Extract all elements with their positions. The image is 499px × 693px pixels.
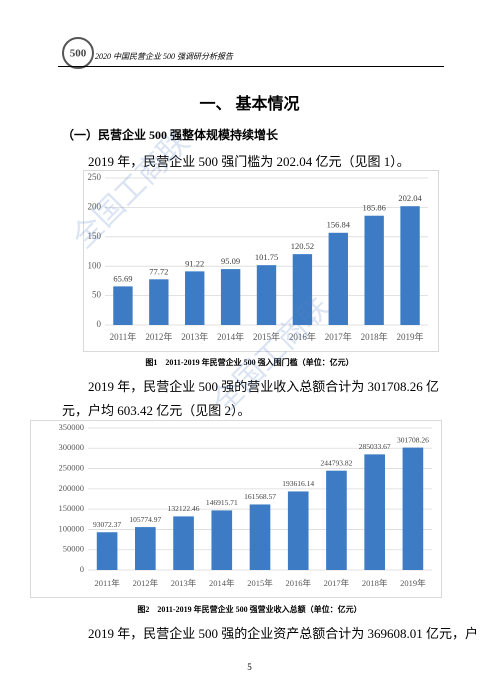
x-tick-label: 2019年 xyxy=(400,578,426,588)
data-label: 185.86 xyxy=(362,203,385,213)
x-tick-label: 2016年 xyxy=(285,578,311,588)
data-label: 161568.57 xyxy=(244,492,276,501)
data-label: 202.04 xyxy=(398,193,422,203)
bar xyxy=(292,254,313,325)
bar xyxy=(256,265,277,325)
y-tick-label: 350000 xyxy=(59,422,85,432)
chart-frame xyxy=(30,420,442,598)
paragraph: 2019 年，民营企业 500 强的企业资产总额合计为 369608.01 亿元… xyxy=(88,626,479,641)
logo-text: 500 xyxy=(70,48,87,60)
data-label: 193616.14 xyxy=(282,479,314,488)
x-tick-label: 2012年 xyxy=(133,578,159,588)
figure-caption: 图1 2011-2019 年民营企业 500 强入围门槛（单位：亿元） xyxy=(145,358,354,367)
y-tick-label: 300000 xyxy=(59,442,85,452)
y-tick-label: 250 xyxy=(88,172,102,182)
logo: 500 xyxy=(62,37,94,69)
data-label: 65.69 xyxy=(113,273,132,283)
header-rule xyxy=(58,66,444,67)
y-tick-label: 100000 xyxy=(59,523,85,533)
bar xyxy=(211,510,233,570)
y-tick-label: 0 xyxy=(80,564,84,574)
y-tick-label: 200000 xyxy=(59,483,85,493)
data-label: 120.52 xyxy=(291,241,314,251)
bar xyxy=(287,491,309,570)
figure-caption: 图2 2011-2019 年民营企业 500 强营业收入总额（单位：亿元） xyxy=(137,605,362,614)
x-tick-label: 2018年 xyxy=(362,578,388,588)
bar xyxy=(364,215,384,325)
bar xyxy=(249,504,271,570)
header-title: 2020 中国民营企业 500 强调研分析报告 xyxy=(95,52,233,61)
logo-ring xyxy=(62,37,94,69)
y-tick-label: 200 xyxy=(88,201,102,211)
y-tick-label: 50000 xyxy=(63,544,84,554)
bar xyxy=(113,286,133,325)
data-label: 156.84 xyxy=(327,220,351,230)
bar xyxy=(185,271,205,325)
x-tick-label: 2017年 xyxy=(324,578,350,588)
data-label: 301708.26 xyxy=(397,435,429,444)
chart: 0 50000 100000 150000 200000 250000 300000 3500… xyxy=(30,420,442,598)
bar xyxy=(402,447,424,570)
bar xyxy=(364,454,385,570)
x-tick-label: 2015年 xyxy=(247,578,273,588)
x-tick-label: 2014年 xyxy=(209,578,235,588)
y-tick-label: 0 xyxy=(97,319,102,329)
chart: 0 50 100 150 200 250 2011年 65.69 2012年 77.72 2013年… xyxy=(83,170,439,352)
y-tick-label: 50 xyxy=(92,290,102,300)
bar xyxy=(149,279,169,325)
y-tick-label: 250000 xyxy=(59,463,85,473)
x-tick-label: 2013年 xyxy=(171,578,197,588)
bar xyxy=(400,206,420,325)
data-label: 77.72 xyxy=(149,266,168,276)
x-tick-label: 2012年 xyxy=(145,331,172,342)
chart-frame xyxy=(83,170,439,352)
bar xyxy=(135,527,156,570)
x-tick-label: 2013年 xyxy=(181,331,208,342)
paragraph: 2019 年，民营企业 500 强门槛为 202.04 亿元（见图 1）。 xyxy=(88,154,410,169)
bar xyxy=(173,516,194,570)
data-label: 91.22 xyxy=(185,258,204,268)
y-tick-label: 150 xyxy=(88,231,102,241)
bar xyxy=(220,269,241,325)
heading: 一、 基本情况 xyxy=(199,96,300,113)
data-label: 244793.82 xyxy=(321,458,353,467)
x-tick-label: 2014年 xyxy=(217,331,244,342)
y-tick-label: 100 xyxy=(88,260,102,270)
subheading: （一）民营企业 500 强整体规模持续增长 xyxy=(62,128,279,142)
data-label: 95.09 xyxy=(221,256,240,266)
bar xyxy=(328,232,348,325)
data-label: 93072.37 xyxy=(93,520,121,529)
bar xyxy=(326,470,347,570)
data-label: 105774.97 xyxy=(129,515,161,524)
bar xyxy=(96,532,118,570)
x-tick-label: 2017年 xyxy=(325,331,352,342)
x-tick-label: 2015年 xyxy=(253,331,280,342)
x-tick-label: 2019年 xyxy=(397,331,424,342)
data-label: 132122.46 xyxy=(168,504,200,513)
data-label: 146915.71 xyxy=(206,498,238,507)
x-tick-label: 2016年 xyxy=(289,331,316,342)
data-label: 285033.67 xyxy=(359,442,391,451)
paragraph: 2019 年，民营企业 500 强的营业收入总额合计为 301708.26 亿元… xyxy=(62,379,440,418)
x-tick-label: 2011年 xyxy=(95,578,121,588)
y-tick-label: 150000 xyxy=(59,503,85,513)
x-tick-label: 2011年 xyxy=(110,331,137,342)
page-number: 5 xyxy=(247,662,252,672)
x-tick-label: 2018年 xyxy=(361,331,388,342)
data-label: 101.75 xyxy=(255,252,278,262)
